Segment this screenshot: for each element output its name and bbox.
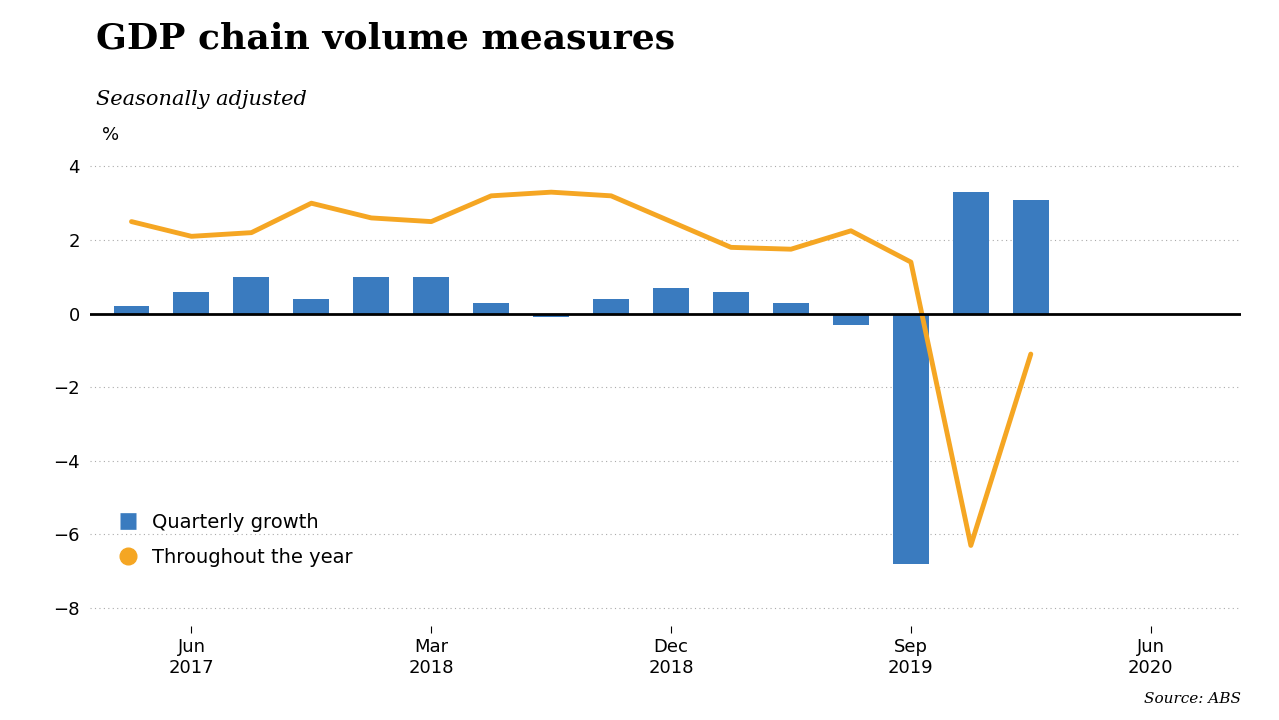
Text: GDP chain volume measures: GDP chain volume measures xyxy=(96,22,675,55)
Bar xyxy=(234,276,270,314)
Bar xyxy=(953,192,989,314)
Bar xyxy=(353,276,389,314)
Legend: Quarterly growth, Throughout the year: Quarterly growth, Throughout the year xyxy=(111,503,362,577)
Bar xyxy=(293,299,330,314)
Bar xyxy=(712,292,749,314)
Bar xyxy=(114,306,150,314)
Bar xyxy=(593,299,629,314)
Bar xyxy=(773,302,808,314)
Bar xyxy=(833,314,868,325)
Bar xyxy=(473,302,509,314)
Bar xyxy=(893,314,929,564)
Bar xyxy=(533,314,569,318)
Text: Seasonally adjusted: Seasonally adjusted xyxy=(96,90,307,109)
Bar xyxy=(1013,199,1049,314)
Text: Source: ABS: Source: ABS xyxy=(1143,692,1241,706)
Bar xyxy=(654,288,689,314)
Bar xyxy=(413,276,449,314)
Text: %: % xyxy=(101,126,119,144)
Bar xyxy=(174,292,210,314)
